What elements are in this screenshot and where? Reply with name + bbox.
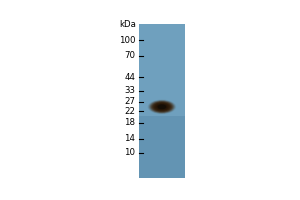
Text: 18: 18 [124,118,135,127]
Ellipse shape [154,103,170,111]
Ellipse shape [153,102,171,111]
Text: 33: 33 [124,86,135,95]
Ellipse shape [156,104,167,110]
Ellipse shape [151,101,173,113]
Ellipse shape [155,103,169,110]
Text: 27: 27 [124,97,135,106]
Text: 14: 14 [124,134,135,143]
Ellipse shape [149,101,174,113]
Ellipse shape [148,100,176,114]
Ellipse shape [156,104,168,110]
Ellipse shape [150,101,174,113]
Ellipse shape [149,100,175,113]
Ellipse shape [152,102,172,112]
Ellipse shape [158,105,166,109]
Ellipse shape [155,104,168,110]
Ellipse shape [153,102,171,112]
Text: 100: 100 [118,36,135,45]
Text: 10: 10 [124,148,135,157]
Ellipse shape [152,102,172,112]
Ellipse shape [158,105,166,109]
Text: 70: 70 [124,51,135,60]
Ellipse shape [158,105,166,109]
Text: 44: 44 [124,73,135,82]
Bar [139,116,185,178]
Text: kDa: kDa [119,20,136,29]
Bar [139,24,185,178]
Text: 22: 22 [124,107,135,116]
Ellipse shape [157,104,167,109]
Ellipse shape [154,103,170,111]
Ellipse shape [151,101,173,112]
Ellipse shape [148,100,176,114]
Ellipse shape [160,106,164,108]
Ellipse shape [159,105,165,109]
Ellipse shape [159,105,165,108]
